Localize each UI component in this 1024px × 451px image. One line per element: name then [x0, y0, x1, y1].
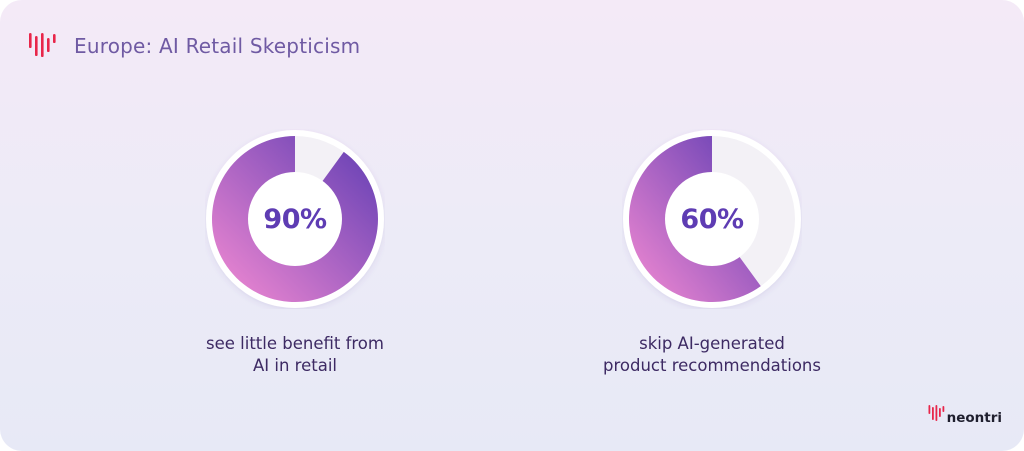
caption-line: see little benefit from	[206, 334, 384, 353]
donut-svg-benefit	[206, 130, 384, 308]
donut-caption-benefit: see little benefit from AI in retail	[145, 333, 445, 377]
donut-chart-benefit: 90%	[205, 129, 385, 309]
donut-value-slice	[629, 136, 761, 302]
caption-line: AI in retail	[252, 356, 337, 375]
caption-line: skip AI-generated	[639, 334, 785, 353]
donut-value-label: 60%	[680, 203, 744, 235]
donut-svg-recommendations	[623, 130, 801, 308]
neontri-logo: neontri	[928, 403, 1002, 425]
header: Europe: AI Retail Skepticism	[28, 30, 360, 62]
donut-value-slice	[212, 136, 378, 302]
donut-chart-recommendations: 60%	[622, 129, 802, 309]
donut-center	[248, 172, 342, 266]
donut-value-label: 90%	[263, 203, 327, 235]
page-title: Europe: AI Retail Skepticism	[74, 34, 361, 58]
logo-text: neontri	[946, 410, 1002, 426]
neontri-waveform-icon	[29, 33, 56, 57]
neontri-logo-icon	[928, 405, 944, 421]
donut-center	[665, 172, 759, 266]
donut-caption-recommendations: skip AI-generated product recommendation…	[562, 333, 862, 377]
caption-line: product recommendations	[603, 356, 821, 375]
